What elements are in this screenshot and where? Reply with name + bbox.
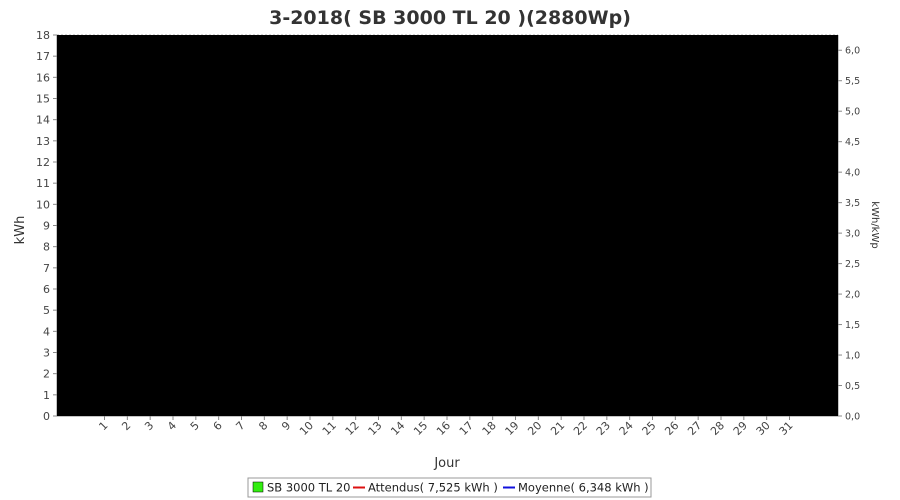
legend: SB 3000 TL 20 Attendus( 7,525 kWh ) Moyenn… — [247, 477, 652, 498]
x-tick-label: 17 — [457, 419, 476, 438]
y-right-tick-label: 4,5 — [845, 137, 860, 148]
y-tick-label: 18 — [36, 29, 50, 42]
x-tick-label: 10 — [297, 419, 316, 438]
x-tick-label: 1 — [96, 419, 110, 433]
y-right-tick-label: 1,5 — [845, 320, 860, 331]
chart-title: 3-2018( SB 3000 TL 20 )(2880Wp) — [269, 7, 631, 29]
x-tick-label: 13 — [366, 419, 385, 438]
legend-entry-average: Moyenne( 6,348 kWh ) — [518, 481, 649, 495]
x-axis: 1 2 3 4 5 6 7 8 9 10 11 12 13 14 15 16 17 18 19 20 21 22 23 24 2… — [57, 415, 838, 438]
x-tick-label: 16 — [434, 419, 453, 438]
x-tick-label: 23 — [594, 419, 613, 438]
y-tick-label: 7 — [43, 262, 50, 275]
x-tick-label: 15 — [411, 419, 430, 438]
y-tick-label: 10 — [36, 198, 50, 211]
x-tick-label: 5 — [188, 419, 202, 433]
x-tick-label: 19 — [503, 419, 522, 438]
x-tick-label: 2 — [119, 419, 133, 433]
y-tick-label: 9 — [43, 220, 50, 233]
x-tick-label: 29 — [731, 419, 750, 438]
x-tick-label: 8 — [256, 419, 270, 433]
y-tick-label: 5 — [43, 304, 50, 317]
y-right-tick-label: 6,0 — [845, 46, 860, 57]
y-tick-label: 8 — [43, 241, 50, 254]
y-right-tick-label: 2,0 — [845, 290, 860, 301]
y-tick-label: 11 — [36, 177, 50, 190]
x-tick-label: 24 — [617, 419, 636, 438]
y-right-tick-label: 4,0 — [845, 168, 860, 179]
x-tick-label: 4 — [165, 419, 179, 433]
legend-entry-series: SB 3000 TL 20 — [267, 481, 351, 495]
y-right-tick-label: 2,5 — [845, 259, 860, 270]
legend-swatch-bar — [252, 481, 264, 493]
y-tick-label: 4 — [43, 325, 50, 338]
x-tick-label: 26 — [662, 419, 681, 438]
y-right-tick-label: 0,5 — [845, 381, 860, 392]
x-axis-label: Jour — [433, 456, 460, 471]
y-right-tick-label: 1,0 — [845, 351, 860, 362]
y-tick-label: 16 — [36, 71, 50, 84]
legend-box — [247, 477, 652, 498]
y-tick-label: 12 — [36, 156, 50, 169]
x-tick-label: 20 — [525, 419, 544, 438]
y-tick-label: 14 — [36, 114, 50, 127]
y-axis-label: kWh — [13, 216, 28, 245]
y-tick-label: 0 — [43, 410, 50, 423]
y-axis-right: 0,0 0,5 1,0 1,5 2,0 2,5 3,0 3,5 4,0 4,5 5,0 5,5 6,0 — [837, 35, 860, 423]
x-tick-label: 30 — [754, 419, 773, 438]
x-tick-label: 7 — [233, 419, 247, 433]
x-tick-label: 18 — [480, 419, 499, 438]
y-tick-label: 6 — [43, 283, 50, 296]
x-tick-label: 3 — [142, 419, 156, 433]
y-tick-label: 1 — [43, 389, 50, 402]
x-tick-label: 11 — [320, 419, 339, 438]
x-tick-label: 28 — [708, 419, 727, 438]
x-tick-label: 22 — [571, 419, 590, 438]
x-tick-label: 9 — [279, 419, 293, 433]
y-tick-label: 15 — [36, 93, 50, 106]
x-tick-label: 25 — [640, 419, 659, 438]
y-right-tick-label: 3,5 — [845, 198, 860, 209]
x-tick-label: 12 — [343, 419, 362, 438]
y-tick-label: 13 — [36, 135, 50, 148]
y-right-tick-label: 5,5 — [845, 76, 860, 87]
y-tick-label: 3 — [43, 347, 50, 360]
x-tick-label: 14 — [388, 419, 407, 438]
y-right-tick-label: 3,0 — [845, 229, 860, 240]
x-tick-label: 31 — [777, 419, 796, 438]
x-tick-label: 21 — [548, 419, 567, 438]
y-axis-label-right: kWh/kWp — [869, 201, 880, 248]
x-tick-label: 6 — [211, 419, 225, 433]
y-right-tick-label: 5,0 — [845, 107, 860, 118]
y-tick-label: 2 — [43, 368, 50, 381]
y-right-tick-label: 0,0 — [845, 412, 860, 423]
y-tick-label: 17 — [36, 50, 50, 63]
x-tick-label: 27 — [685, 419, 704, 438]
legend-entry-expected: Attendus( 7,525 kWh ) — [368, 481, 498, 495]
